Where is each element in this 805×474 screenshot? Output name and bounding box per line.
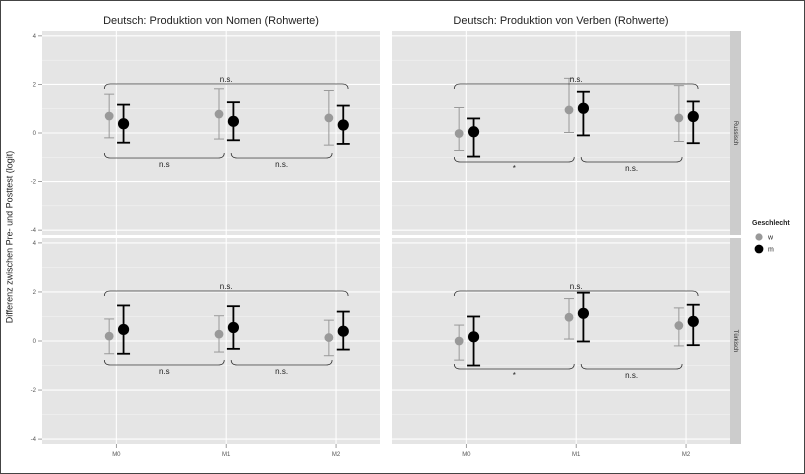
data-point-w bbox=[674, 113, 684, 123]
y-tick-label: -2 bbox=[31, 388, 37, 394]
data-point-w bbox=[674, 321, 684, 330]
legend-title: Geschlecht bbox=[752, 220, 790, 227]
significance-label: n.s bbox=[159, 160, 170, 169]
data-point-m bbox=[337, 119, 349, 131]
data-point-m bbox=[577, 102, 590, 114]
y-tick-label: -4 bbox=[31, 437, 37, 443]
facet-column-title: Deutsch: Produktion von Verben (Rohwerte… bbox=[453, 15, 668, 27]
significance-bracket bbox=[453, 156, 575, 163]
data-point-w bbox=[324, 333, 334, 342]
data-point-w bbox=[214, 329, 224, 339]
data-point-m bbox=[117, 118, 130, 130]
data-point-m bbox=[227, 115, 240, 127]
x-tick-label: M1 bbox=[572, 452, 581, 458]
significance-label: n.s. bbox=[275, 160, 288, 169]
significance-label: n.s. bbox=[275, 367, 288, 376]
data-point-w bbox=[214, 109, 224, 119]
data-point-m bbox=[687, 315, 699, 327]
data-point-w bbox=[324, 113, 334, 123]
significance-bracket bbox=[103, 83, 349, 90]
significance-bracket bbox=[230, 152, 333, 159]
legend-marker-w bbox=[755, 233, 763, 241]
y-tick-label: 2 bbox=[33, 82, 37, 88]
significance-bracket bbox=[103, 152, 225, 159]
x-tick-label: M2 bbox=[682, 452, 691, 458]
facet-row-strip bbox=[730, 238, 741, 444]
significance-label: n.s. bbox=[625, 371, 638, 380]
significance-label: n.s. bbox=[220, 75, 233, 84]
y-tick-label: 0 bbox=[33, 131, 37, 137]
data-point-m bbox=[227, 321, 240, 334]
legend-label: w bbox=[767, 235, 774, 242]
data-point-w bbox=[454, 336, 464, 346]
facet-column-title: Deutsch: Produktion von Nomen (Rohwerte) bbox=[103, 15, 319, 27]
significance-bracket bbox=[230, 359, 333, 366]
legend-marker-m bbox=[754, 244, 764, 254]
x-tick-label: M0 bbox=[112, 452, 121, 458]
significance-label: n.s. bbox=[570, 75, 583, 84]
significance-label: n.s. bbox=[570, 282, 583, 291]
x-tick-label: M0 bbox=[462, 452, 471, 458]
data-point-m bbox=[337, 325, 349, 337]
y-tick-label: 4 bbox=[33, 34, 37, 40]
facet-row-label: Türkisch bbox=[732, 330, 738, 353]
data-point-w bbox=[564, 312, 574, 322]
y-axis-label: Differenz zwischen Pre- und Posttest (lo… bbox=[4, 151, 14, 323]
data-point-w bbox=[104, 111, 114, 121]
data-point-w bbox=[104, 331, 114, 341]
data-point-m bbox=[117, 323, 130, 336]
y-tick-label: -4 bbox=[31, 228, 37, 234]
y-tick-label: 4 bbox=[33, 241, 37, 247]
significance-bracket bbox=[453, 290, 699, 297]
significance-label: n.s. bbox=[220, 282, 233, 291]
y-tick-label: -2 bbox=[31, 180, 37, 186]
significance-bracket bbox=[453, 363, 575, 370]
legend-label: m bbox=[768, 247, 774, 254]
significance-label: * bbox=[513, 371, 516, 380]
significance-bracket bbox=[580, 363, 683, 370]
facet-row-label: Russisch bbox=[732, 121, 738, 145]
data-point-w bbox=[454, 129, 464, 138]
significance-bracket bbox=[453, 83, 699, 90]
data-point-m bbox=[467, 331, 480, 343]
data-point-m bbox=[687, 110, 699, 123]
significance-label: n.s bbox=[159, 367, 170, 376]
y-tick-label: 2 bbox=[33, 290, 37, 296]
significance-bracket bbox=[103, 359, 225, 366]
data-point-m bbox=[467, 126, 480, 138]
x-tick-label: M2 bbox=[332, 452, 341, 458]
facet-row-strip bbox=[730, 31, 741, 235]
significance-label: * bbox=[513, 164, 516, 173]
x-tick-label: M1 bbox=[222, 452, 231, 458]
y-tick-label: 0 bbox=[33, 339, 37, 345]
significance-bracket bbox=[103, 290, 349, 297]
data-point-w bbox=[564, 105, 574, 115]
significance-bracket bbox=[580, 156, 683, 163]
data-point-m bbox=[577, 307, 590, 319]
significance-label: n.s. bbox=[625, 164, 638, 173]
